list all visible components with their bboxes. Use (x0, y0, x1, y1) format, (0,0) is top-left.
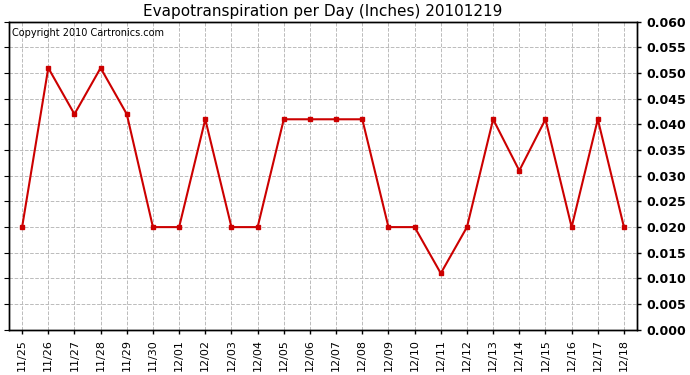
Text: Copyright 2010 Cartronics.com: Copyright 2010 Cartronics.com (12, 28, 164, 38)
Title: Evapotranspiration per Day (Inches) 20101219: Evapotranspiration per Day (Inches) 2010… (144, 4, 503, 19)
